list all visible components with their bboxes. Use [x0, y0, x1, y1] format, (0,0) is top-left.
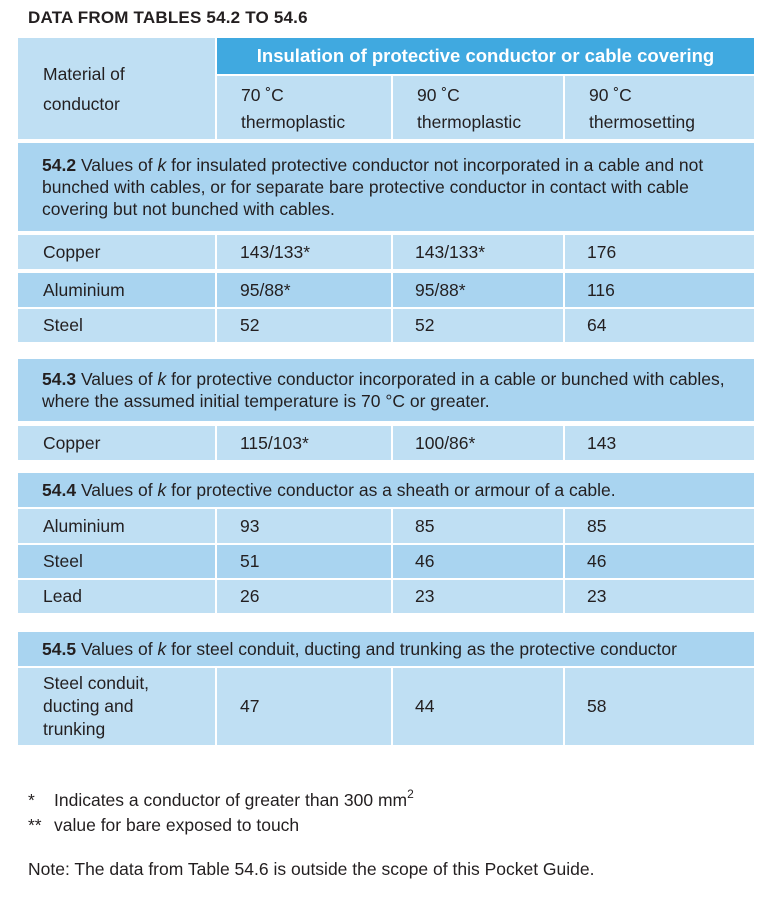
value-cell: 100/86*: [415, 432, 476, 453]
value-cell: 85: [415, 515, 435, 536]
footnote-1: * Indicates a conductor of greater than 3…: [28, 787, 414, 811]
value-cell: 23: [415, 586, 435, 606]
value-cell: 51: [240, 551, 260, 571]
col-type: thermoplastic: [417, 112, 522, 132]
scope-note: Note: The data from Table 54.6 is outsid…: [28, 859, 595, 879]
value-cell: 52: [415, 315, 435, 335]
col-type: thermosetting: [589, 112, 696, 132]
section-number: 54.4: [42, 480, 77, 500]
value-cell: 44: [415, 696, 435, 716]
table-row: Aluminium 93 85 85: [18, 509, 754, 543]
col-header-70-thermoplastic: 70 ˚C thermoplastic: [217, 76, 391, 139]
material-cell: Aluminium: [43, 279, 125, 300]
insulation-header: Insulation of protective conductor or ca…: [217, 38, 754, 74]
footnote-mark: *: [28, 790, 35, 810]
section-54-4-title: 54.4 Values of k for protective conducto…: [18, 473, 754, 507]
section-text-post: for protective conductor incorporated in…: [42, 369, 725, 411]
section-number: 54.5: [42, 639, 77, 659]
value-cell: 26: [240, 586, 260, 606]
section-number: 54.2: [42, 155, 77, 175]
col-temp: 90 ˚C: [589, 85, 632, 105]
material-cell: Copper: [43, 432, 101, 453]
section-text-pre: Values of: [80, 480, 153, 500]
section-54-5-title: 54.5 Values of k for steel conduit, duct…: [18, 632, 754, 666]
value-cell: 95/88*: [240, 279, 291, 300]
value-cell: 115/103*: [240, 432, 309, 453]
value-cell: 52: [240, 315, 260, 335]
section-text-post: for steel conduit, ducting and trunking …: [171, 639, 677, 659]
value-cell: 143/133*: [240, 241, 311, 262]
table-row: Aluminium 95/88* 95/88* 116: [18, 273, 754, 307]
material-header-label: Material of conductor: [43, 63, 125, 114]
material-cell: Copper: [43, 241, 101, 262]
material-cell: Steel conduit, ducting and trunking: [43, 673, 150, 739]
footnote-2: ** value for bare exposed to touch: [28, 815, 299, 836]
value-cell: 93: [240, 515, 260, 536]
value-cell: 64: [587, 315, 607, 335]
col-header-90-thermosetting: 90 ˚C thermosetting: [565, 76, 754, 139]
footnote-mark: **: [28, 815, 42, 835]
value-cell: 143/133*: [415, 241, 486, 262]
table-row: Lead 26 23 23: [18, 580, 754, 613]
section-54-2-title: 54.2 Values of k for insulated protectiv…: [18, 143, 754, 231]
k-symbol: k: [157, 369, 167, 389]
section-text-post: for protective conductor as a sheath or …: [171, 480, 616, 500]
superscript: 2: [407, 787, 414, 801]
col-header-90-thermoplastic: 90 ˚C thermoplastic: [393, 76, 563, 139]
material-cell: Steel: [43, 551, 83, 571]
table-row: Copper 115/103* 100/86* 143: [18, 426, 754, 460]
section-text-pre: Values of: [80, 155, 153, 175]
value-cell: 143: [587, 432, 617, 453]
page-title: DATA FROM TABLES 54.2 TO 54.6: [28, 8, 308, 27]
table-row: Copper 143/133* 143/133* 176: [18, 235, 754, 269]
material-cell: Lead: [43, 586, 82, 606]
k-symbol: k: [157, 480, 167, 500]
value-cell: 46: [415, 551, 435, 571]
material-header: Material of conductor: [18, 38, 215, 139]
value-cell: 47: [240, 696, 260, 716]
col-type: thermoplastic: [241, 112, 346, 132]
value-cell: 23: [587, 586, 607, 606]
value-cell: 116: [587, 279, 615, 300]
footnote-text: Indicates a conductor of greater than 30…: [54, 790, 408, 810]
value-cell: 95/88*: [415, 279, 466, 300]
col-temp: 90 ˚C: [417, 85, 460, 105]
value-cell: 46: [587, 551, 607, 571]
section-text-pre: Values of: [80, 369, 153, 389]
table-row: Steel 52 52 64: [18, 309, 754, 342]
table-row: Steel 51 46 46: [18, 545, 754, 578]
footnote-text: value for bare exposed to touch: [54, 815, 300, 835]
section-54-3-title: 54.3 Values of k for protective conducto…: [18, 359, 754, 421]
value-cell: 176: [587, 241, 617, 262]
section-number: 54.3: [42, 369, 77, 389]
material-cell: Steel: [43, 315, 83, 335]
k-symbol: k: [157, 639, 167, 659]
value-cell: 58: [587, 696, 607, 716]
table-row: Steel conduit, ducting and trunking 47 4…: [18, 668, 754, 745]
col-temp: 70 ˚C: [241, 85, 284, 105]
k-symbol: k: [157, 155, 167, 175]
section-text-post: for insulated protective conductor not i…: [42, 155, 704, 219]
material-cell: Aluminium: [43, 515, 125, 536]
section-text-pre: Values of: [80, 639, 153, 659]
value-cell: 85: [587, 515, 607, 536]
